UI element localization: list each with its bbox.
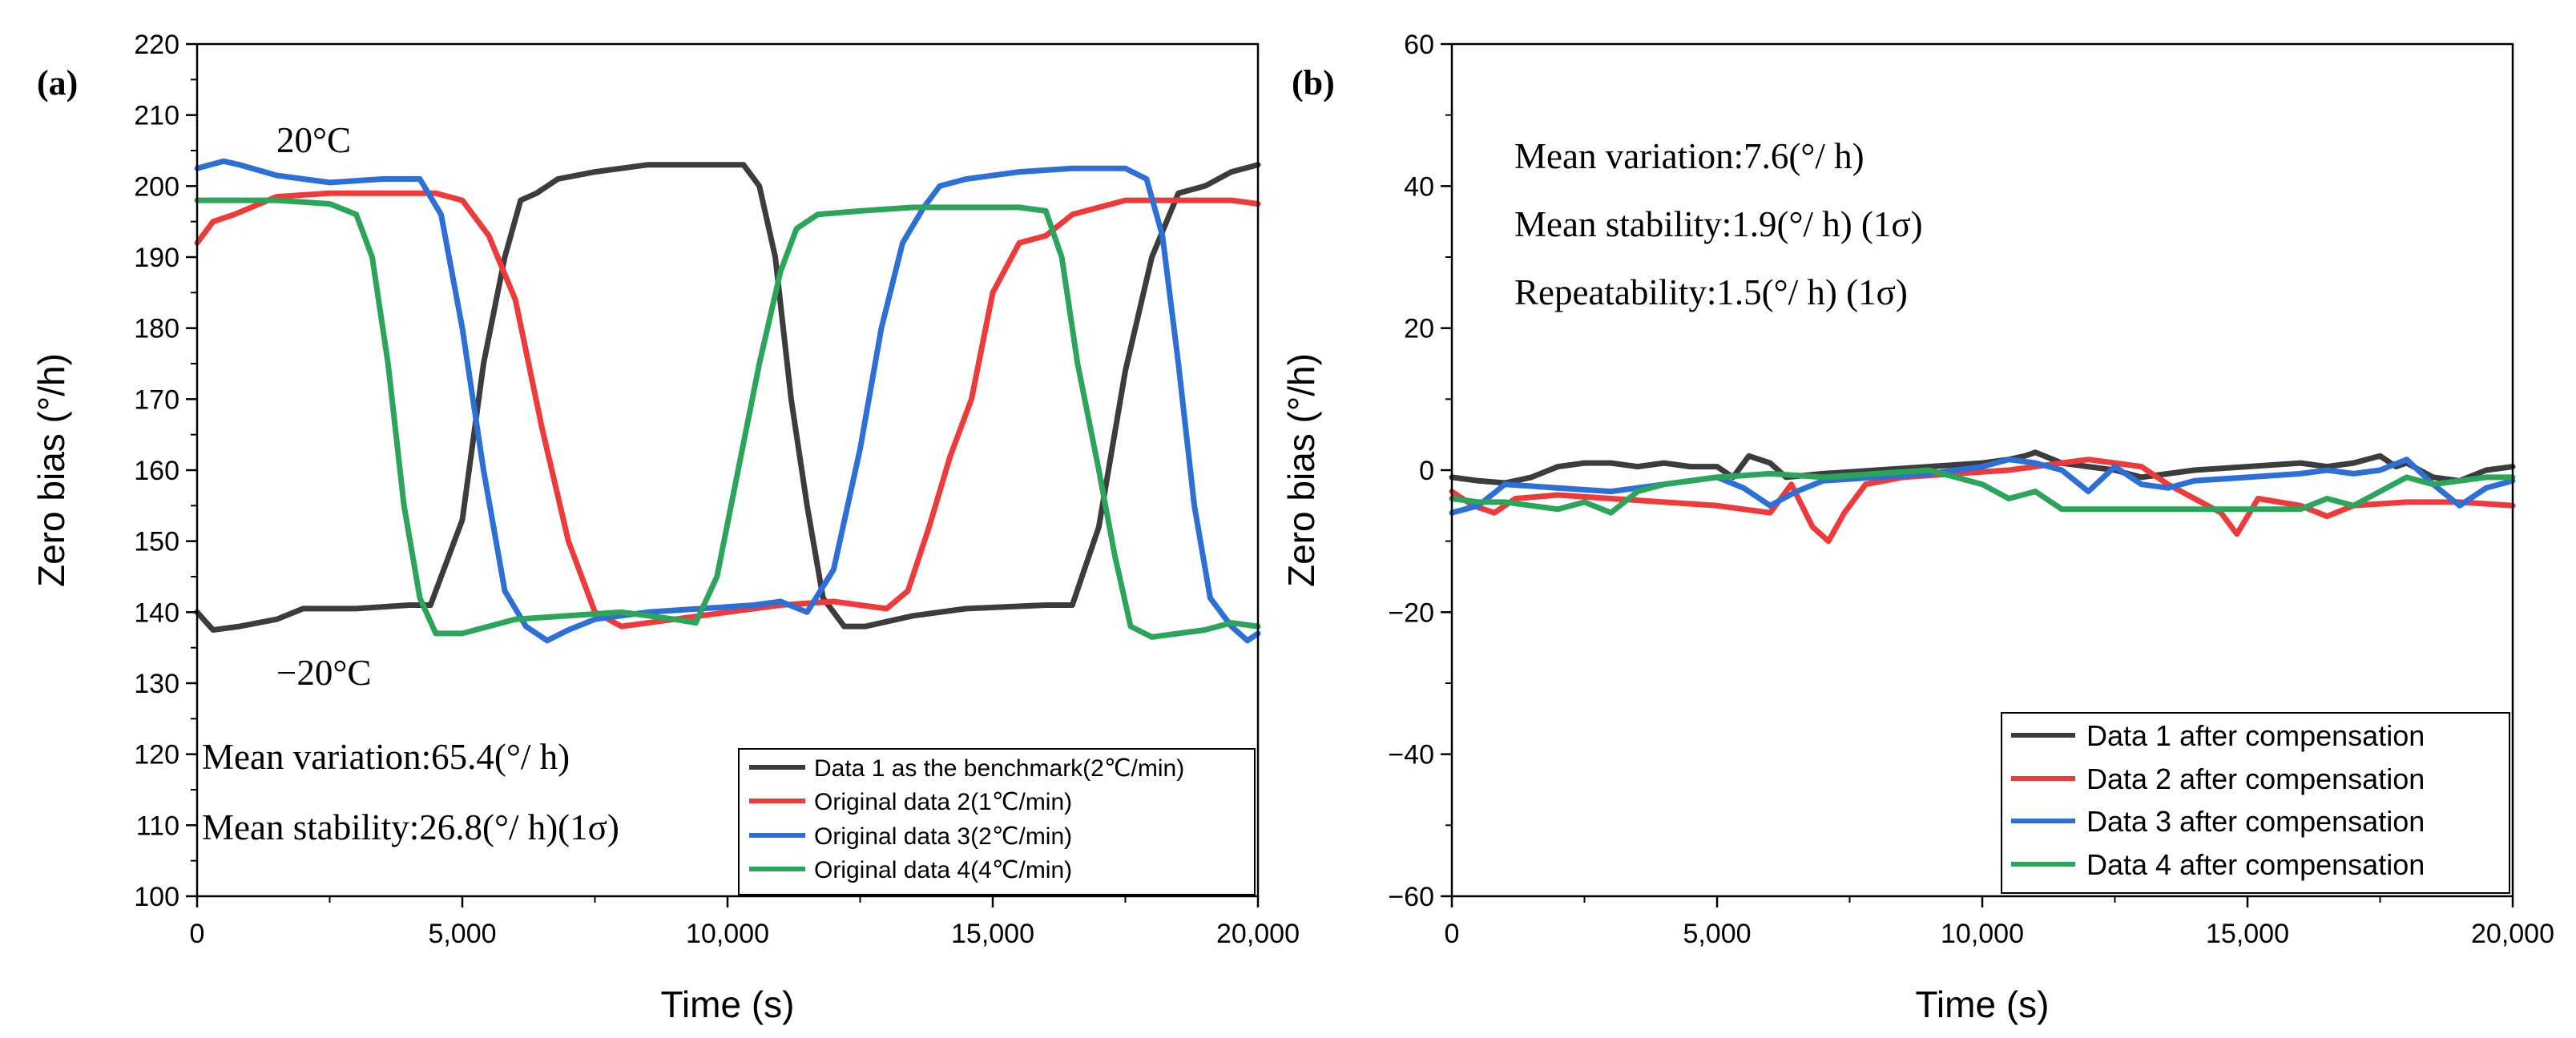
y-tick-label-a: 150 bbox=[134, 527, 179, 557]
y-tick-label-a: 220 bbox=[134, 30, 179, 60]
y-tick-label-b: 60 bbox=[1404, 30, 1434, 60]
annotation-mean-variation-b: Mean variation:7.6(°/ h) bbox=[1514, 136, 1864, 176]
x-axis-title-a: Time (s) bbox=[661, 984, 795, 1025]
x-tick-label-b: 5,000 bbox=[1683, 919, 1751, 949]
annotation-repeatability-b: Repeatability:1.5(°/ h) (1σ) bbox=[1514, 272, 1908, 312]
legend-box-a bbox=[738, 748, 1256, 895]
y-tick-label-a: 120 bbox=[134, 740, 179, 770]
y-tick-label-a: 210 bbox=[134, 101, 179, 131]
panel-a: (a) 0 5,000 10,000 15,000 20,000 100 110 120 130… bbox=[30, 30, 1300, 1025]
annotation-minus-20c: −20°C bbox=[276, 653, 371, 693]
panel-b: (b) 0 5,000 10,000 15,000 20,000 −60 −40 −20 0 20… bbox=[1280, 30, 2554, 1025]
y-tick-label-b: 0 bbox=[1419, 456, 1434, 486]
y-tick-label-a: 160 bbox=[134, 456, 179, 486]
legend-label-b-1: Data 1 after compensation bbox=[2086, 719, 2425, 752]
annotation-mean-stability-a: Mean stability:26.8(°/ h)(1σ) bbox=[202, 807, 619, 847]
y-tick-label-a: 170 bbox=[134, 384, 179, 415]
y-tick-label-a: 180 bbox=[134, 314, 179, 344]
legend-box-b bbox=[2001, 712, 2510, 894]
y-tick-label-b: −60 bbox=[1388, 882, 1434, 912]
x-axis-title-b: Time (s) bbox=[1916, 984, 2050, 1025]
series-line-a-2 bbox=[194, 190, 1261, 630]
legend-label-b-3: Data 3 after compensation bbox=[2086, 805, 2425, 838]
plot-area-b bbox=[1449, 449, 2516, 545]
x-tick-label-b: 15,000 bbox=[2206, 919, 2289, 949]
annotation-mean-variation-a: Mean variation:65.4(°/ h) bbox=[202, 737, 570, 777]
legend-label-a-1: Data 1 as the benchmark(2℃/min) bbox=[814, 755, 1184, 782]
y-axis-title-b: Zero bias (°/h) bbox=[1280, 353, 1322, 587]
y-tick-label-a: 200 bbox=[134, 171, 179, 202]
legend-label-a-4: Original data 4(4℃/min) bbox=[814, 857, 1072, 883]
y-tick-label-b: −40 bbox=[1388, 740, 1434, 770]
legend-label-b-4: Data 4 after compensation bbox=[2086, 848, 2425, 881]
plot-frame-a bbox=[196, 42, 1260, 898]
axis-ticks-a: 0 5,000 10,000 15,000 20,000 100 110 120 130 140 1… bbox=[134, 30, 1300, 949]
y-tick-label-a: 110 bbox=[136, 811, 179, 841]
series-line-b-4 bbox=[1449, 467, 2516, 516]
series-line-a-1 bbox=[194, 162, 1261, 633]
x-tick-label-a: 0 bbox=[190, 919, 205, 949]
y-tick-label-a: 130 bbox=[134, 669, 179, 699]
panel-a-label: (a) bbox=[37, 63, 78, 103]
panel-b-label: (b) bbox=[1292, 63, 1335, 103]
x-tick-label-a: 10,000 bbox=[686, 919, 769, 949]
annotation-mean-stability-b: Mean stability:1.9(°/ h) (1σ) bbox=[1514, 204, 1923, 244]
y-axis-title-a: Zero bias (°/h) bbox=[30, 353, 72, 587]
legend-b: Data 1 after compensation Data 2 after c… bbox=[2001, 712, 2510, 894]
annotation-20c: 20°C bbox=[276, 120, 351, 160]
legend-label-a-3: Original data 3(2℃/min) bbox=[814, 823, 1072, 850]
plot-frame-b bbox=[1450, 42, 2514, 898]
series-line-a-4 bbox=[194, 197, 1261, 640]
y-tick-label-a: 190 bbox=[134, 243, 179, 273]
y-tick-label-b: 40 bbox=[1404, 171, 1434, 202]
y-tick-label-a: 140 bbox=[134, 597, 179, 628]
y-tick-label-b: −20 bbox=[1388, 597, 1434, 628]
x-tick-label-b: 20,000 bbox=[2471, 919, 2554, 949]
x-tick-label-a: 15,000 bbox=[951, 919, 1034, 949]
series-line-a-3 bbox=[194, 158, 1261, 644]
x-tick-label-b: 10,000 bbox=[1941, 919, 2024, 949]
axis-ticks-b: 0 5,000 10,000 15,000 20,000 −60 −40 −20 0 20 40 60 bbox=[1388, 30, 2554, 949]
plot-area-a bbox=[194, 158, 1261, 644]
x-tick-label-a: 5,000 bbox=[428, 919, 496, 949]
y-tick-label-a: 100 bbox=[134, 882, 179, 912]
legend-label-b-2: Data 2 after compensation bbox=[2086, 762, 2425, 795]
legend-label-a-2: Original data 2(1℃/min) bbox=[814, 789, 1072, 815]
y-tick-label-b: 20 bbox=[1404, 314, 1434, 344]
legend-a: Data 1 as the benchmark(2℃/min) Original… bbox=[738, 748, 1256, 895]
x-tick-label-a: 20,000 bbox=[1216, 919, 1300, 949]
x-tick-label-b: 0 bbox=[1445, 919, 1460, 949]
